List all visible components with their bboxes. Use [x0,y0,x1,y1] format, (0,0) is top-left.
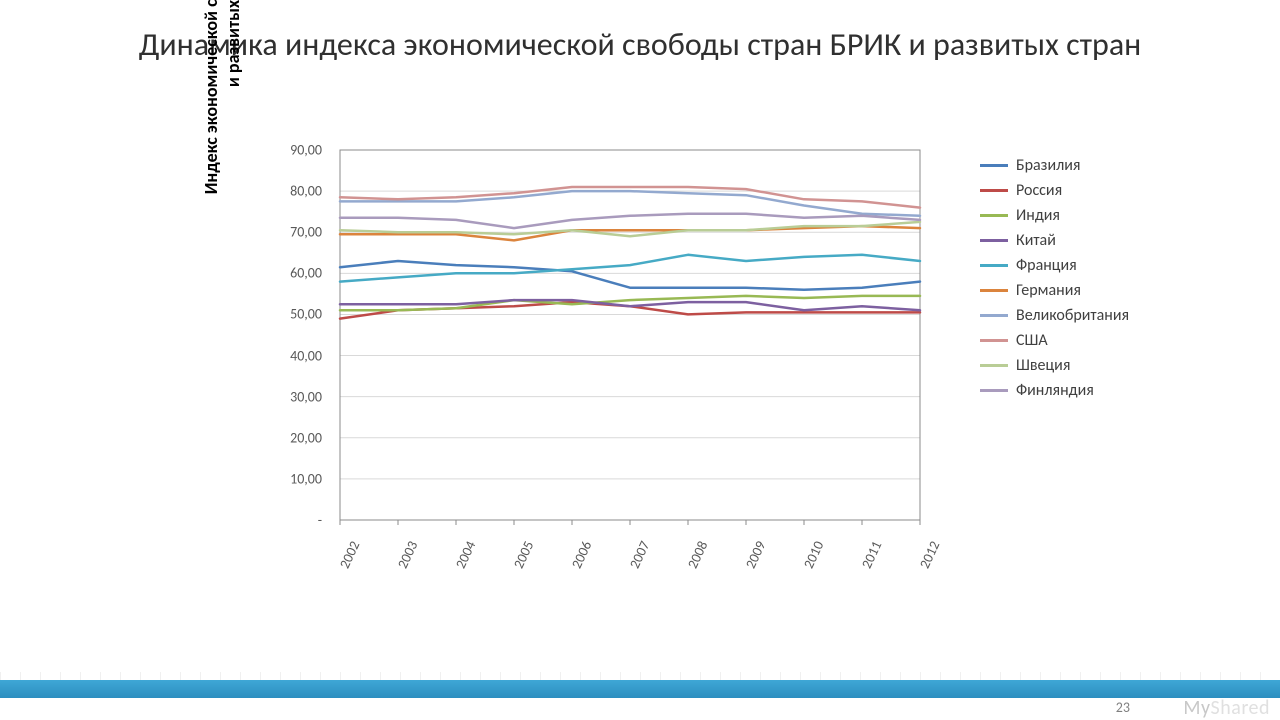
y-tick-label: 20,00 [252,429,322,446]
legend-item: Россия [980,181,1160,200]
legend-swatch [980,364,1008,367]
legend-item: Бразилия [980,156,1160,175]
legend-item: Германия [980,281,1160,300]
legend-label: Китай [1016,231,1056,250]
legend-label: Россия [1016,181,1062,200]
page-title: Динамика индекса экономической свободы с… [0,26,1280,64]
legend-swatch [980,389,1008,392]
legend-label: США [1016,331,1048,350]
legend-item: Великобритания [980,306,1160,325]
y-tick-label: 10,00 [252,470,322,487]
legend-label: Финляндия [1016,381,1094,400]
y-axis-title: Индекс экономической свободы стран БРИК … [200,0,244,200]
watermark: MyShared [1183,696,1270,720]
legend-swatch [980,239,1008,242]
legend-swatch [980,164,1008,167]
legend-item: Швеция [980,356,1160,375]
legend-label: Великобритания [1016,306,1129,325]
legend-label: Индия [1016,206,1060,225]
y-tick-label: 30,00 [252,388,322,405]
y-tick-label: 70,00 [252,224,322,241]
page-number: 23 [1116,699,1130,716]
line-chart [260,140,960,610]
watermark-left: My [1183,696,1210,720]
y-tick-label: 50,00 [252,306,322,323]
legend-label: Швеция [1016,356,1070,375]
footer-bar [0,680,1280,698]
legend-swatch [980,214,1008,217]
legend-item: Китай [980,231,1160,250]
footer-divider [0,672,1280,680]
legend-swatch [980,189,1008,192]
y-tick-label: 90,00 [252,142,322,159]
chart-legend: Бразилия Россия Индия Китай Франция Германия В… [980,150,1160,406]
y-tick-label: - [252,512,322,529]
watermark-right: Shared [1211,696,1270,720]
legend-item: Финляндия [980,381,1160,400]
chart-container: -10,0020,0030,0040,0050,0060,0070,0080,0… [260,140,1160,610]
y-tick-label: 80,00 [252,183,322,200]
legend-swatch [980,264,1008,267]
legend-label: Бразилия [1016,156,1080,175]
legend-label: Франция [1016,256,1077,275]
legend-label: Германия [1016,281,1081,300]
legend-swatch [980,339,1008,342]
y-tick-label: 40,00 [252,347,322,364]
legend-swatch [980,289,1008,292]
legend-item: Индия [980,206,1160,225]
legend-swatch [980,314,1008,317]
legend-item: США [980,331,1160,350]
legend-item: Франция [980,256,1160,275]
y-tick-label: 60,00 [252,265,322,282]
